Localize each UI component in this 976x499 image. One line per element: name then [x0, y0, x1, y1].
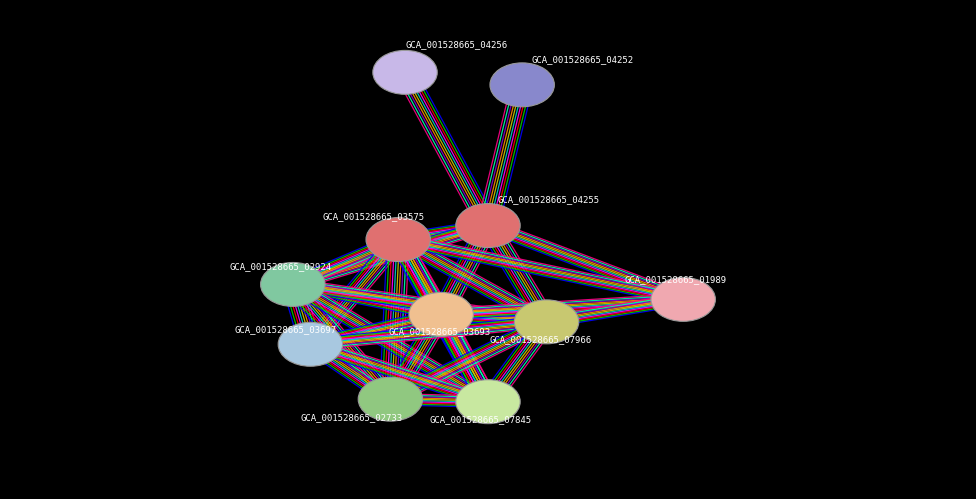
Ellipse shape: [514, 300, 579, 344]
Ellipse shape: [456, 204, 520, 248]
Ellipse shape: [278, 322, 343, 366]
Ellipse shape: [490, 63, 554, 107]
Ellipse shape: [409, 292, 473, 336]
Ellipse shape: [456, 380, 520, 424]
Text: GCA_001528665_03693: GCA_001528665_03693: [388, 327, 491, 336]
Text: GCA_001528665_07966: GCA_001528665_07966: [490, 335, 592, 344]
Text: GCA_001528665_07845: GCA_001528665_07845: [429, 415, 532, 424]
Text: GCA_001528665_04252: GCA_001528665_04252: [532, 55, 634, 64]
Text: GCA_001528665_03575: GCA_001528665_03575: [322, 213, 425, 222]
Text: GCA_001528665_02733: GCA_001528665_02733: [301, 413, 403, 422]
Ellipse shape: [366, 218, 430, 261]
Text: GCA_001528665_01989: GCA_001528665_01989: [625, 275, 727, 284]
Ellipse shape: [373, 50, 437, 94]
Ellipse shape: [651, 277, 715, 321]
Text: GCA_001528665_04256: GCA_001528665_04256: [405, 40, 508, 49]
Text: GCA_001528665_02924: GCA_001528665_02924: [229, 262, 332, 271]
Text: GCA_001528665_03697: GCA_001528665_03697: [234, 325, 337, 334]
Text: GCA_001528665_04255: GCA_001528665_04255: [498, 195, 600, 204]
Ellipse shape: [358, 377, 423, 421]
Ellipse shape: [261, 262, 325, 306]
